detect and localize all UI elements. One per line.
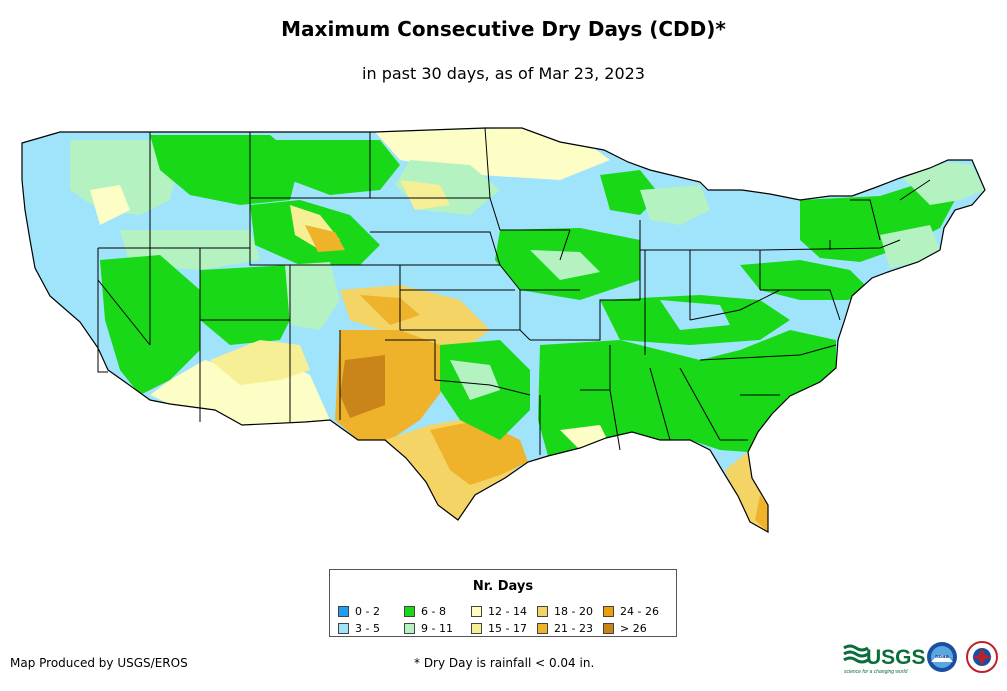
legend-swatch <box>537 605 548 617</box>
legend-grid: 0 - 2 6 - 8 12 - 14 18 - 20 24 - 26 3 - … <box>338 604 673 635</box>
agency-logos: USGS science for a changing world noaa <box>843 641 998 675</box>
legend-item: 6 - 8 <box>404 604 471 618</box>
state-boundaries <box>97 127 931 455</box>
map-subtitle: in past 30 days, as of Mar 23, 2023 <box>362 64 645 83</box>
legend-item: 0 - 2 <box>338 604 404 618</box>
legend-item: 12 - 14 <box>471 604 537 618</box>
legend-swatch <box>603 605 614 617</box>
usgs-wordmark: USGS <box>866 646 926 669</box>
legend-label: 0 - 2 <box>355 604 380 618</box>
legend-label: 24 - 26 <box>620 604 659 618</box>
legend-item: 15 - 17 <box>471 621 537 635</box>
legend-swatch <box>404 605 415 617</box>
legend-label: 21 - 23 <box>554 621 593 635</box>
legend-item: 18 - 20 <box>537 604 603 618</box>
legend: Nr. Days 0 - 2 6 - 8 12 - 14 18 - 20 24 … <box>329 569 677 637</box>
map-title: Maximum Consecutive Dry Days (CDD)* <box>281 17 726 41</box>
usgs-tagline: science for a changing world <box>844 669 908 675</box>
legend-label: 3 - 5 <box>355 621 380 635</box>
noaa-logo-icon: noaa <box>927 642 957 672</box>
legend-label: 6 - 8 <box>421 604 446 618</box>
legend-item: 21 - 23 <box>537 621 603 635</box>
legend-label: 15 - 17 <box>488 621 527 635</box>
legend-item: 3 - 5 <box>338 621 404 635</box>
legend-label: 18 - 20 <box>554 604 593 618</box>
legend-label: 12 - 14 <box>488 604 527 618</box>
legend-label: > 26 <box>620 621 647 635</box>
legend-item: 24 - 26 <box>603 604 673 618</box>
legend-swatch <box>471 622 482 634</box>
legend-swatch <box>603 622 614 634</box>
legend-swatch <box>338 605 349 617</box>
usgs-logo-icon: USGS science for a changing world <box>843 644 926 675</box>
noaa-wordmark: noaa <box>935 654 949 660</box>
legend-item: > 26 <box>603 621 673 635</box>
legend-swatch <box>404 622 415 634</box>
legend-label: 9 - 11 <box>421 621 453 635</box>
legend-swatch <box>338 622 349 634</box>
dry-day-footnote: * Dry Day is rainfall < 0.04 in. <box>414 656 595 670</box>
nws-logo-icon <box>966 641 998 673</box>
legend-swatch <box>471 605 482 617</box>
legend-item: 9 - 11 <box>404 621 471 635</box>
producer-credit: Map Produced by USGS/EROS <box>10 656 188 670</box>
legend-swatch <box>537 622 548 634</box>
legend-title: Nr. Days <box>472 579 534 594</box>
